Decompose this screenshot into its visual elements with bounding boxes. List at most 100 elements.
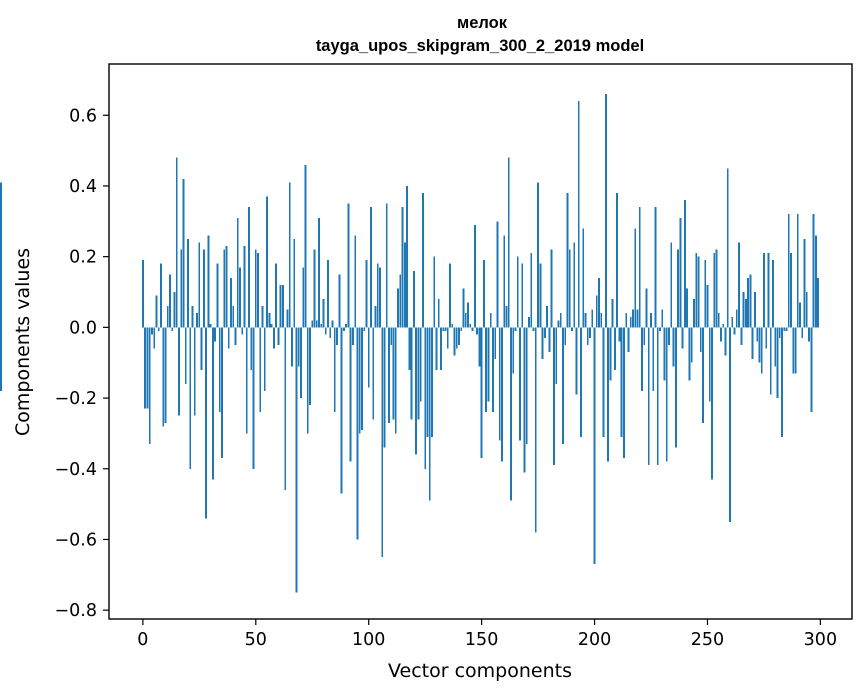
- bar-component-149: [478, 327, 481, 367]
- bar-component-152: [485, 327, 488, 413]
- bar-component-253: [713, 253, 716, 328]
- bar-component-266: [742, 292, 745, 328]
- bar-component-256: [720, 327, 722, 342]
- bar-component-271: [753, 292, 756, 328]
- bar-series: [0, 94, 820, 593]
- bar-component-14: [173, 292, 176, 328]
- bar-component-63: [284, 327, 287, 490]
- bar-component-161: [505, 306, 508, 328]
- bar-component-7: [157, 327, 160, 331]
- y-tick-label: 0.4: [69, 177, 97, 197]
- bar-component-4: [151, 327, 153, 335]
- bar-component-234: [670, 242, 673, 328]
- bar-component-50: [254, 249, 257, 328]
- bar-component-138: [453, 327, 456, 356]
- bar-component-93: [352, 327, 354, 346]
- y-axis-ticks: −0.8 −0.6 −0.4 −0.2 0.0 0.2 0.4 0.6: [55, 106, 109, 621]
- bar-component-157: [496, 221, 499, 328]
- bar-component-162: [507, 157, 510, 328]
- bar-component-140: [458, 327, 460, 346]
- bar-component-122: [417, 327, 420, 420]
- bar-component-173: [532, 327, 535, 331]
- bar-component-282: [778, 327, 781, 338]
- bar-component-254: [715, 249, 718, 328]
- bar-component-175: [537, 182, 539, 328]
- bar-component-201: [595, 295, 598, 328]
- bar-component-131: [437, 299, 440, 328]
- bar-component-101: [370, 207, 372, 328]
- bar-component-98: [363, 327, 366, 331]
- plot-frame: [108, 63, 853, 620]
- bar-component-143: [464, 313, 467, 328]
- bar-component-177: [541, 327, 544, 360]
- bar-component-115: [401, 207, 404, 328]
- bar-component-227: [654, 207, 657, 328]
- bar-component-241: [686, 288, 689, 328]
- bar-component-236: [674, 327, 677, 448]
- bar-component-230: [661, 309, 664, 328]
- y-tick-label: −0.2: [55, 389, 98, 409]
- bar-component-260: [729, 327, 731, 522]
- bar-component-71: [302, 267, 305, 328]
- bar-component-199: [591, 309, 594, 328]
- bar-component-73: [306, 327, 309, 434]
- bar-component-69: [297, 327, 300, 367]
- bar-component-37: [225, 246, 228, 328]
- bar-component-12: [169, 274, 171, 328]
- bar-component-228: [656, 327, 659, 466]
- bar-component-75: [311, 320, 314, 328]
- bar-component-129: [433, 256, 436, 328]
- bar-component-110: [390, 327, 393, 346]
- bar-component-68: [295, 327, 298, 593]
- bar-component-95: [356, 327, 359, 540]
- bar-component-243: [690, 327, 693, 363]
- bar-component-182: [552, 327, 555, 466]
- bar-component-114: [399, 274, 402, 328]
- bar-component-273: [758, 327, 761, 363]
- bar-component-250: [706, 284, 709, 328]
- bar-component-52: [259, 327, 262, 413]
- bar-component-279: [772, 260, 774, 328]
- bar-component-87: [338, 274, 341, 328]
- bar-component-3: [148, 327, 151, 445]
- bar-component-187: [564, 327, 567, 346]
- bar-component-92: [349, 327, 352, 462]
- bar-component-151: [482, 260, 485, 328]
- bar-component-223: [645, 288, 648, 328]
- x-tick-label: 150: [465, 630, 498, 650]
- bar-component-78: [318, 217, 320, 328]
- bar-component-58: [272, 327, 275, 349]
- bar-component-142: [462, 288, 465, 328]
- bar-component-undefined: [0, 327, 2, 338]
- bar-component-15: [175, 157, 178, 328]
- bar-component-113: [397, 288, 399, 328]
- bar-component-179: [546, 306, 549, 328]
- bar-component-127: [428, 327, 431, 501]
- bar-component-70: [300, 327, 302, 399]
- bar-component-72: [304, 164, 307, 328]
- bar-component-126: [426, 327, 429, 437]
- bar-component-32: [214, 327, 217, 342]
- bar-component-90: [345, 323, 348, 328]
- bar-component-66: [291, 327, 293, 367]
- bar-component-191: [573, 242, 576, 328]
- bar-component-286: [787, 214, 790, 328]
- bar-component-259: [726, 168, 729, 328]
- bar-component-99: [365, 260, 368, 328]
- bar-component-281: [776, 327, 779, 399]
- bar-component-263: [735, 309, 738, 328]
- bar-component-176: [539, 263, 542, 328]
- bar-component-251: [708, 327, 711, 402]
- bar-component-5: [153, 327, 156, 349]
- bar-component-128: [431, 327, 433, 437]
- bar-component-163: [510, 327, 512, 501]
- bar-component-51: [257, 253, 259, 328]
- bar-component-190: [571, 327, 573, 331]
- bar-component-272: [756, 327, 759, 342]
- bar-component-280: [774, 327, 777, 367]
- bar-component-298: [814, 235, 817, 328]
- bar-component-1: [144, 327, 147, 409]
- bar-component-299: [817, 277, 820, 328]
- bar-component-291: [799, 302, 801, 328]
